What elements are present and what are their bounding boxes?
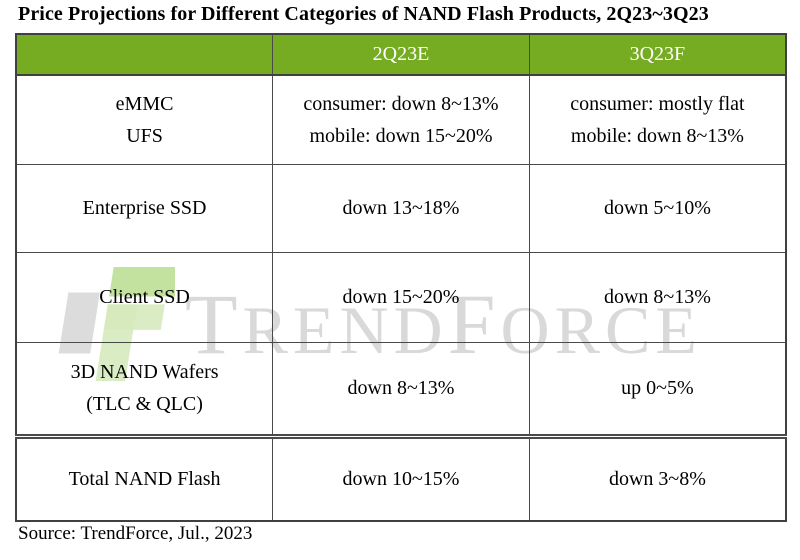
cell-2q23e: down 8~13% bbox=[272, 341, 530, 437]
cell-category: eMMC UFS bbox=[15, 74, 274, 165]
source-note: Source: TrendForce, Jul., 2023 bbox=[18, 523, 253, 544]
cell-2q23e: down 13~18% bbox=[272, 163, 530, 253]
cell-category: Total NAND Flash bbox=[15, 433, 274, 522]
table-row-emmc-ufs: eMMC UFS consumer: down 8~13% mobile: do… bbox=[15, 74, 787, 165]
cell-3q23f: down 5~10% bbox=[528, 163, 787, 253]
cell-3q23f: up 0~5% bbox=[528, 341, 787, 437]
cell-2q23e: down 10~15% bbox=[272, 433, 530, 522]
header-3q23f: 3Q23F bbox=[528, 33, 787, 76]
table-row-total-nand-flash: Total NAND Flash down 10~15% down 3~8% bbox=[15, 433, 787, 522]
price-projection-table: 2Q23E 3Q23F eMMC UFS consumer: down 8~13… bbox=[15, 33, 787, 522]
page-title: Price Projections for Different Categori… bbox=[18, 3, 709, 25]
table-row-3d-nand-wafers: 3D NAND Wafers (TLC & QLC) down 8~13% up… bbox=[15, 341, 787, 437]
header-row: 2Q23E 3Q23F bbox=[15, 33, 787, 76]
cell-category: Enterprise SSD bbox=[15, 163, 274, 253]
cell-category: 3D NAND Wafers (TLC & QLC) bbox=[15, 341, 274, 437]
cell-2q23e: consumer: down 8~13% mobile: down 15~20% bbox=[272, 74, 530, 165]
header-2q23e: 2Q23E bbox=[272, 33, 530, 76]
cell-category: Client SSD bbox=[15, 251, 274, 343]
price-table-container: TRENDFORCE 2Q23E 3Q23F eMMC UFS consumer… bbox=[15, 33, 787, 522]
cell-3q23f: down 3~8% bbox=[528, 433, 787, 522]
table-row-enterprise-ssd: Enterprise SSD down 13~18% down 5~10% bbox=[15, 163, 787, 253]
cell-3q23f: consumer: mostly flat mobile: down 8~13% bbox=[528, 74, 787, 165]
header-category bbox=[15, 33, 274, 76]
cell-3q23f: down 8~13% bbox=[528, 251, 787, 343]
table-row-client-ssd: Client SSD down 15~20% down 8~13% bbox=[15, 251, 787, 343]
cell-2q23e: down 15~20% bbox=[272, 251, 530, 343]
